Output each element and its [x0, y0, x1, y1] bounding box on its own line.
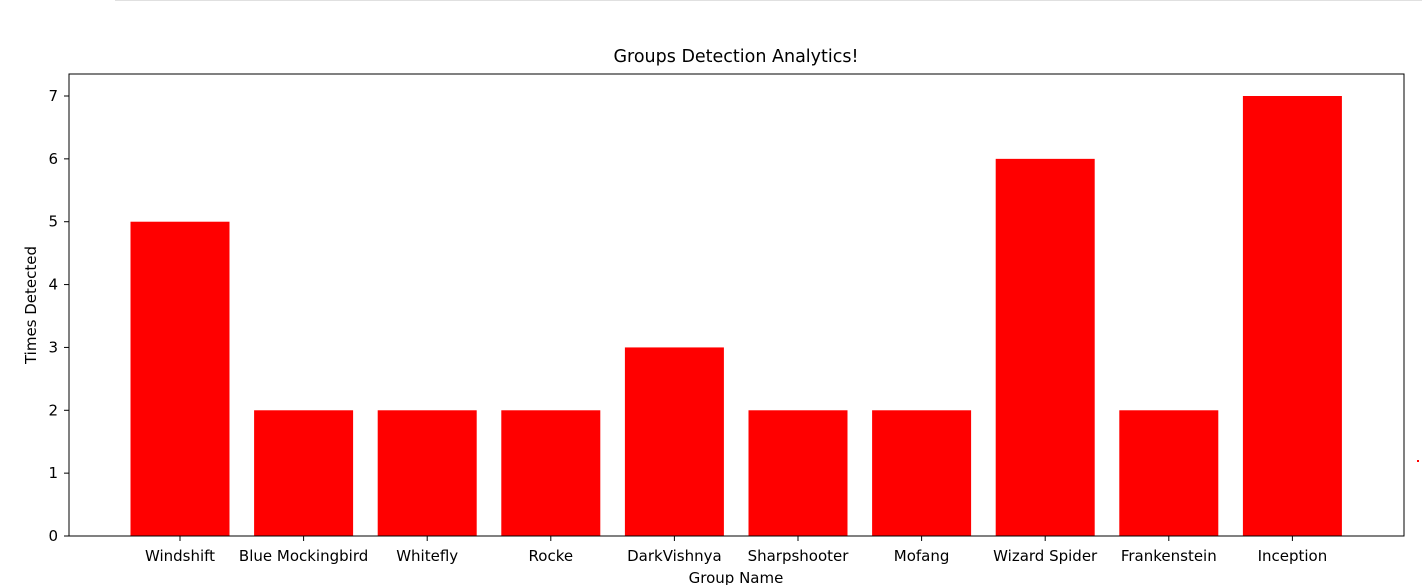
y-axis-title: Times Detected [22, 246, 40, 365]
chart-title: Groups Detection Analytics! [613, 47, 858, 67]
x-tick-label: Wizard Spider [993, 547, 1098, 565]
plot-frame [68, 73, 1405, 537]
x-tick-label: Sharpshooter [748, 547, 850, 565]
bar-darkvishnya [624, 347, 724, 536]
x-tick-label: Windshift [145, 547, 215, 565]
y-tick-label: 2 [48, 401, 58, 419]
bar-whitefly [377, 410, 477, 536]
bar-frankenstein [1119, 410, 1219, 536]
bar-rocke [501, 410, 601, 536]
y-tick-label: 4 [48, 276, 58, 294]
bar-wizard-spider [995, 158, 1095, 536]
x-tick-label: Inception [1258, 547, 1328, 565]
x-axis-ticks: Windshift Blue Mockingbird Whitefly Rocke Da… [145, 536, 1327, 565]
x-tick-label: Whitefly [396, 547, 458, 565]
bar-sharpshooter [748, 410, 848, 536]
x-tick-label: Mofang [894, 547, 950, 565]
x-tick-label: Blue Mockingbird [239, 547, 368, 565]
bar-mofang [872, 410, 972, 536]
y-tick-label: 5 [48, 213, 58, 231]
top-divider [115, 0, 1422, 1]
bar-windshift [130, 221, 230, 536]
y-tick-label: 3 [48, 338, 58, 356]
x-tick-label: Rocke [529, 547, 574, 565]
x-tick-label: DarkVishnya [627, 547, 722, 565]
y-axis-ticks: 0 1 2 3 4 5 6 7 [48, 87, 69, 545]
stray-marker [1417, 460, 1419, 462]
bar-inception [1242, 96, 1342, 536]
bar-blue-mockingbird [254, 410, 354, 536]
bars-group [130, 96, 1342, 536]
y-tick-label: 6 [48, 150, 58, 168]
x-axis-title: Group Name [689, 569, 784, 585]
x-tick-label: Frankenstein [1121, 547, 1217, 565]
y-tick-label: 0 [48, 527, 58, 545]
y-tick-label: 7 [48, 87, 58, 105]
y-tick-label: 1 [48, 464, 58, 482]
